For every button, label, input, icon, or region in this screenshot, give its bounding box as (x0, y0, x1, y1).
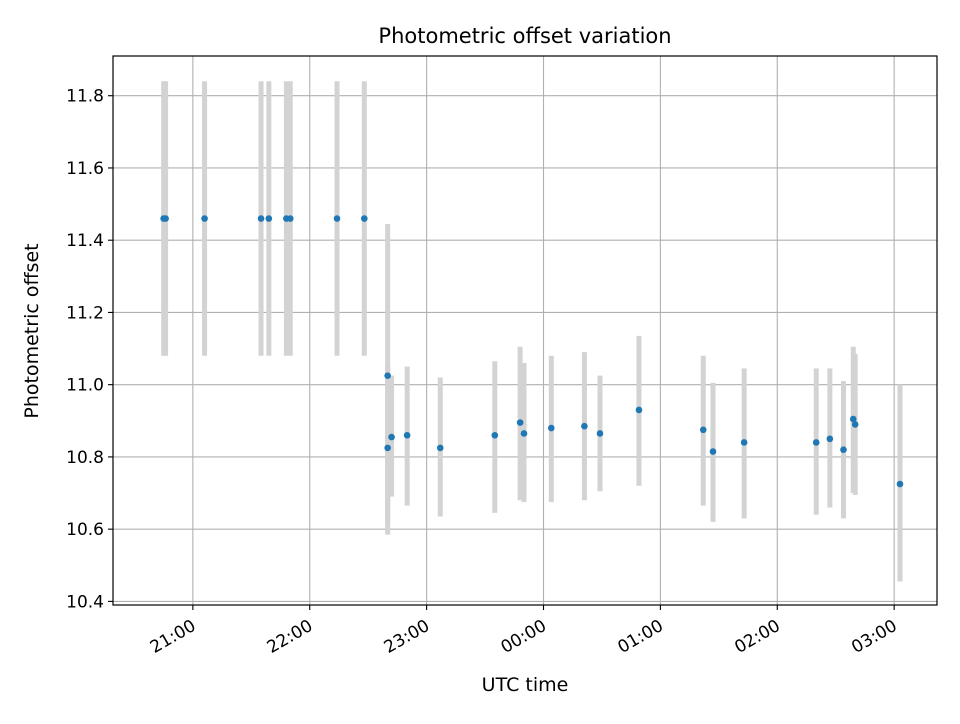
y-tick-label: 11.8 (66, 87, 104, 107)
x-tick-label: 02:00 (731, 616, 783, 658)
data-point (388, 433, 395, 441)
x-axis-label: UTC time (482, 674, 569, 696)
y-tick-label: 11.2 (66, 303, 104, 323)
x-tick-label: 22:00 (264, 616, 316, 658)
x-tick-label: 23:00 (381, 616, 433, 658)
data-points (160, 215, 904, 488)
data-point (709, 448, 717, 455)
x-tick-label: 01:00 (614, 616, 666, 658)
data-point (596, 430, 604, 437)
data-point (201, 215, 208, 222)
y-tick-label: 10.6 (66, 520, 104, 540)
y-axis-label: Photometric offset (21, 243, 43, 418)
data-point (286, 215, 294, 222)
y-tick-label: 11.0 (66, 376, 104, 396)
data-point (384, 444, 391, 452)
data-point (547, 424, 555, 432)
y-tick-label: 10.4 (66, 592, 104, 612)
data-point (491, 431, 499, 439)
data-point (826, 435, 834, 443)
data-point (840, 446, 847, 453)
data-point (403, 431, 411, 439)
data-point (849, 415, 857, 423)
data-point (257, 215, 265, 222)
data-point (384, 372, 391, 379)
data-point (360, 215, 368, 222)
x-tick-label: 00:00 (498, 616, 550, 658)
data-point (812, 439, 820, 446)
y-tick-label: 11.4 (66, 231, 104, 251)
data-point (896, 480, 904, 488)
data-point (851, 421, 859, 428)
data-point (333, 215, 341, 222)
data-point (635, 406, 643, 414)
data-point (520, 430, 528, 437)
data-point (699, 426, 707, 434)
x-axis: 21:00 22:00 23:00 00:00 01:00 02:00 03:00 (147, 605, 901, 658)
x-tick-label: 21:00 (147, 616, 199, 658)
data-point (581, 422, 588, 430)
data-point (740, 439, 748, 446)
y-tick-label: 10.8 (66, 448, 104, 468)
grid (113, 56, 937, 605)
plot-frame (112, 55, 938, 606)
y-tick-label: 11.6 (66, 159, 104, 179)
data-point (516, 419, 524, 426)
data-point (436, 444, 444, 452)
data-point (162, 215, 169, 222)
data-point (265, 215, 273, 222)
error-bars (161, 81, 903, 582)
x-tick-label: 03:00 (848, 616, 900, 658)
chart-title: Photometric offset variation (378, 24, 671, 48)
y-axis: 10.4 10.6 10.8 11.0 11.2 11.4 11.6 11.8 (66, 87, 113, 612)
